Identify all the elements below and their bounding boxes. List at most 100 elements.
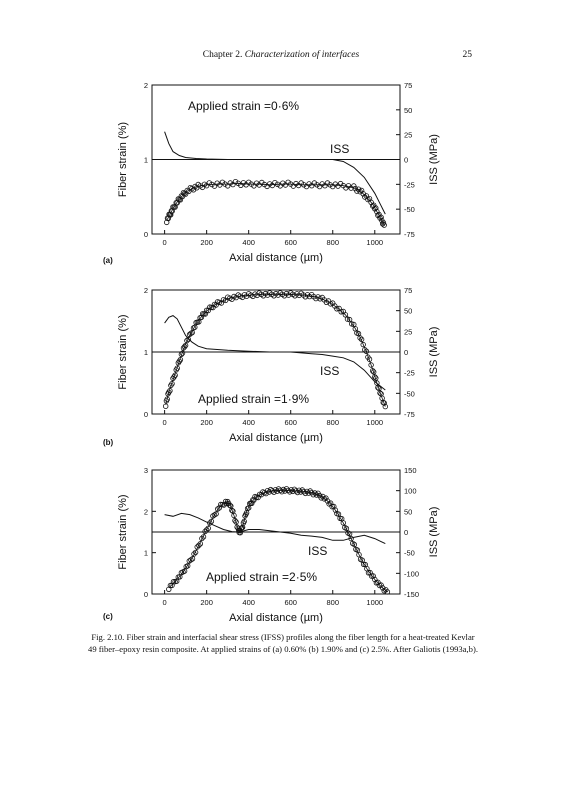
y2-tick-label: 75 [404,286,412,295]
fiber-strain-point [202,311,208,317]
y-tick-label: 3 [144,466,148,475]
figure-panel-c: 0 200 400 600 800 1000 0 1 2 3 150 100 50 0 -50 -100 -15… [110,462,455,627]
iss-line [164,131,386,215]
y2-axis-label: ISS (MPa) [428,507,440,558]
fiber-strain-point [194,544,200,550]
y-axis-label: Fiber strain (%) [117,494,129,569]
fiber-strain-point [176,358,182,364]
iss-annotation: ISS [320,364,339,378]
fiber-strain-point [299,487,305,493]
x-tick-label: 400 [242,418,255,427]
figure-panel-a: 0 200 400 600 800 1000 0 1 2 75 50 25 0 -25 -50 -75 Axia… [110,75,455,270]
fiber-strain-point [177,356,184,363]
y2-tick-label: -100 [404,569,419,578]
running-header: Chapter 2. Characterization of interface… [0,50,562,66]
fiber-strain-point [190,325,197,331]
fiber-strain-point [255,494,261,501]
fiber-strain-point [301,182,307,188]
fiber-strain-point [363,348,370,354]
fiber-strain-point [356,551,362,558]
fiber-strain-trend-line [165,293,386,407]
fiber-strain-point [238,525,244,532]
figure-panel-b: 0 200 400 600 800 1000 0 1 2 75 50 25 0 -25 -50 -75 Axia… [110,280,455,455]
fiber-strain-point [229,507,235,514]
chart-b: 0 200 400 600 800 1000 0 1 2 75 50 25 0 -25 -50 -75 Axia… [117,286,440,444]
fiber-strain-point [251,183,257,189]
x-tick-label: 600 [284,598,297,607]
y-tick-label: 1 [144,348,148,357]
fiber-strain-point [368,362,374,368]
fiber-strain-point [211,183,218,189]
y2-axis-label: ISS (MPa) [428,327,440,378]
fiber-strain-point [205,525,211,531]
fiber-strain-point [301,489,307,495]
fiber-strain-point [213,511,219,517]
fiber-strain-point [310,492,316,498]
x-tick-label: 200 [200,418,213,427]
panel-label-c: (c) [103,612,113,621]
x-tick-label: 1000 [366,598,383,607]
fiber-strain-point [354,547,361,553]
fiber-strain-point [319,181,325,187]
fiber-strain-point [178,351,185,358]
figure-caption: Fig. 2.10. Fiber strain and interfacial … [88,632,478,654]
panel-label-a: (a) [103,256,113,265]
y2-tick-label: 0 [404,528,408,537]
fiber-strain-point [334,306,340,312]
x-tick-label: 1000 [366,418,383,427]
fiber-strain-point [370,573,376,579]
y2-tick-label: 0 [404,348,408,357]
x-axis-label: Axial distance (µm) [229,432,323,444]
x-tick-label: 800 [326,418,339,427]
fiber-strain-point [232,178,239,185]
x-tick-label: 800 [326,238,339,247]
x-tick-label: 800 [326,598,339,607]
fiber-strain-point [308,182,315,189]
fiber-strain-point [313,492,320,498]
fiber-strain-point [372,576,378,583]
fiber-strain-point [362,347,368,353]
fiber-strain-point [370,368,376,374]
fiber-strain-point [169,380,175,387]
fiber-strain-point [216,505,222,511]
fiber-strain-point [205,307,211,314]
fiber-strain-point [179,350,186,356]
y-tick-label: 0 [144,590,148,599]
applied-strain-annotation: Applied strain =2·5% [206,570,317,584]
x-tick-label: 600 [284,418,297,427]
fiber-strain-trend-line [166,182,385,226]
y-axis-label: Fiber strain (%) [117,314,129,389]
fiber-strain-point [167,582,174,589]
x-tick-label: 200 [200,598,213,607]
iss-line [164,315,386,391]
iss-annotation: ISS [308,544,327,558]
fiber-strain-point [202,528,208,535]
y2-tick-label: -50 [404,549,415,558]
fiber-strain-point [346,531,353,537]
fiber-strain-point [184,337,190,344]
fiber-strain-point [192,549,199,556]
y-tick-label: 2 [144,507,148,516]
fiber-strain-point [307,488,313,494]
applied-strain-annotation: Applied strain =1·9% [198,392,309,406]
y-tick-label: 2 [144,286,148,295]
fiber-strain-point [372,374,378,380]
fiber-strain-point [197,541,203,547]
fiber-strain-point [241,518,247,525]
x-axis-label: Axial distance (µm) [229,612,323,624]
fiber-strain-point [222,181,228,187]
fiber-strain-point [384,589,391,595]
y2-tick-label: -75 [404,230,415,239]
fiber-strain-point [296,487,302,493]
fiber-strain-point [188,557,194,563]
x-tick-label: 1000 [366,238,383,247]
fiber-strain-point [251,497,257,503]
fiber-strain-point [220,297,227,303]
y2-tick-label: -150 [404,590,419,599]
fiber-strain-point [323,495,329,501]
fiber-strain-point [196,542,202,549]
fiber-strain-point [232,517,238,524]
fiber-strain-point [381,400,387,406]
fiber-strain-point [371,369,377,375]
fiber-strain-point [203,527,210,533]
